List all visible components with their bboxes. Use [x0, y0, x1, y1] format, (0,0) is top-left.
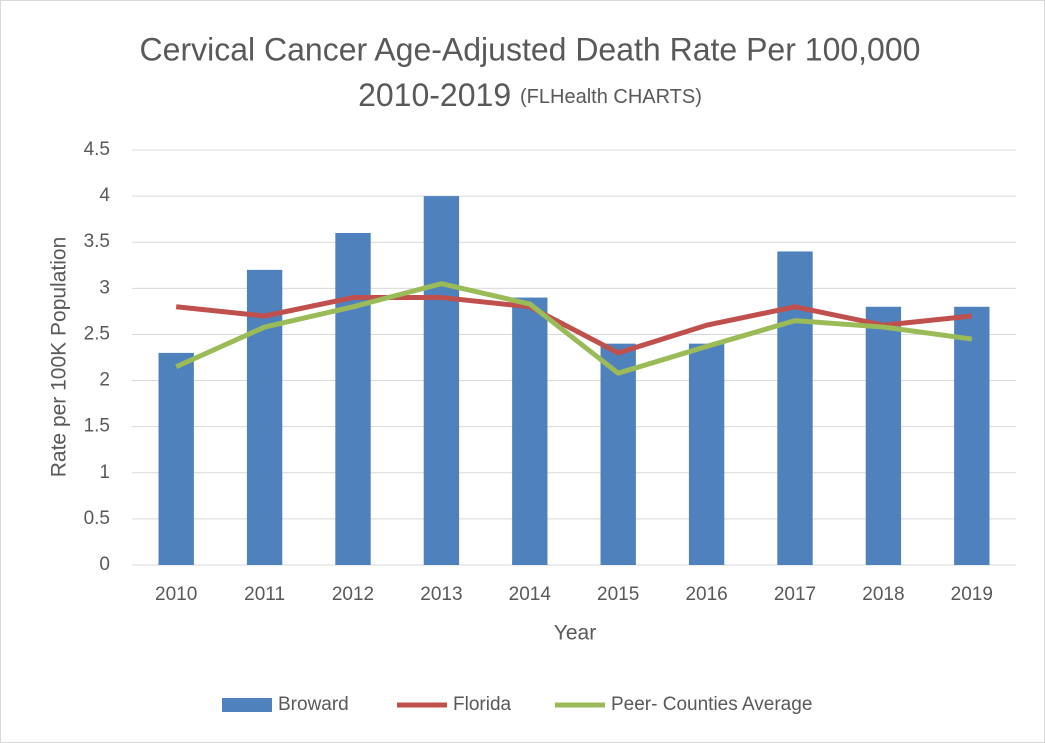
- bar: [335, 233, 371, 565]
- bar: [600, 343, 636, 565]
- chart-title-line2: 2010-2019 (FLHealth CHARTS): [358, 77, 702, 113]
- x-tick-label: 2015: [597, 584, 639, 605]
- y-tick-label: 2.5: [84, 323, 110, 344]
- subtitle: (FLHealth CHARTS): [520, 86, 702, 108]
- line: [175, 295, 973, 356]
- y-tick-label: 0: [99, 554, 110, 575]
- x-tick-label: 2019: [951, 584, 993, 605]
- y-tick-label: 0.5: [84, 508, 110, 529]
- bar: [688, 343, 725, 565]
- bar: [777, 251, 813, 565]
- x-axis-label: Year: [554, 622, 596, 645]
- bar: [423, 196, 460, 565]
- bar: [865, 306, 902, 565]
- y-tick-label: 1: [99, 462, 110, 483]
- legend-swatch: [222, 698, 272, 712]
- legend-label: Broward: [278, 694, 349, 715]
- x-tick-label: 2010: [155, 584, 197, 605]
- y-tick-label: 1.5: [84, 416, 110, 437]
- y-tick-label: 4.5: [84, 139, 110, 160]
- y-tick-label: 4: [99, 185, 110, 206]
- title-line2: 2010-2019: [358, 77, 511, 113]
- line: [175, 281, 973, 376]
- x-tick-label: 2018: [862, 584, 904, 605]
- legend-label: Florida: [453, 694, 512, 715]
- x-tick-label: 2011: [244, 584, 285, 605]
- bar: [954, 306, 990, 565]
- y-tick-label: 3.5: [84, 231, 110, 252]
- chart-title: Cervical Cancer Age-Adjusted Death Rate …: [140, 31, 921, 67]
- x-tick-label: 2017: [774, 584, 816, 605]
- bar: [158, 352, 194, 565]
- x-tick-label: 2012: [332, 584, 374, 605]
- x-tick-label: 2013: [420, 584, 462, 605]
- x-tick-label: 2016: [685, 584, 727, 605]
- legend-label: Peer- Counties Average: [611, 694, 812, 715]
- x-tick-label: 2014: [509, 584, 552, 605]
- y-tick-label: 3: [99, 277, 110, 298]
- bar: [246, 269, 283, 565]
- bar: [512, 297, 548, 565]
- y-tick-label: 2: [99, 370, 110, 391]
- y-axis-label: Rate per 100K Population: [48, 237, 71, 478]
